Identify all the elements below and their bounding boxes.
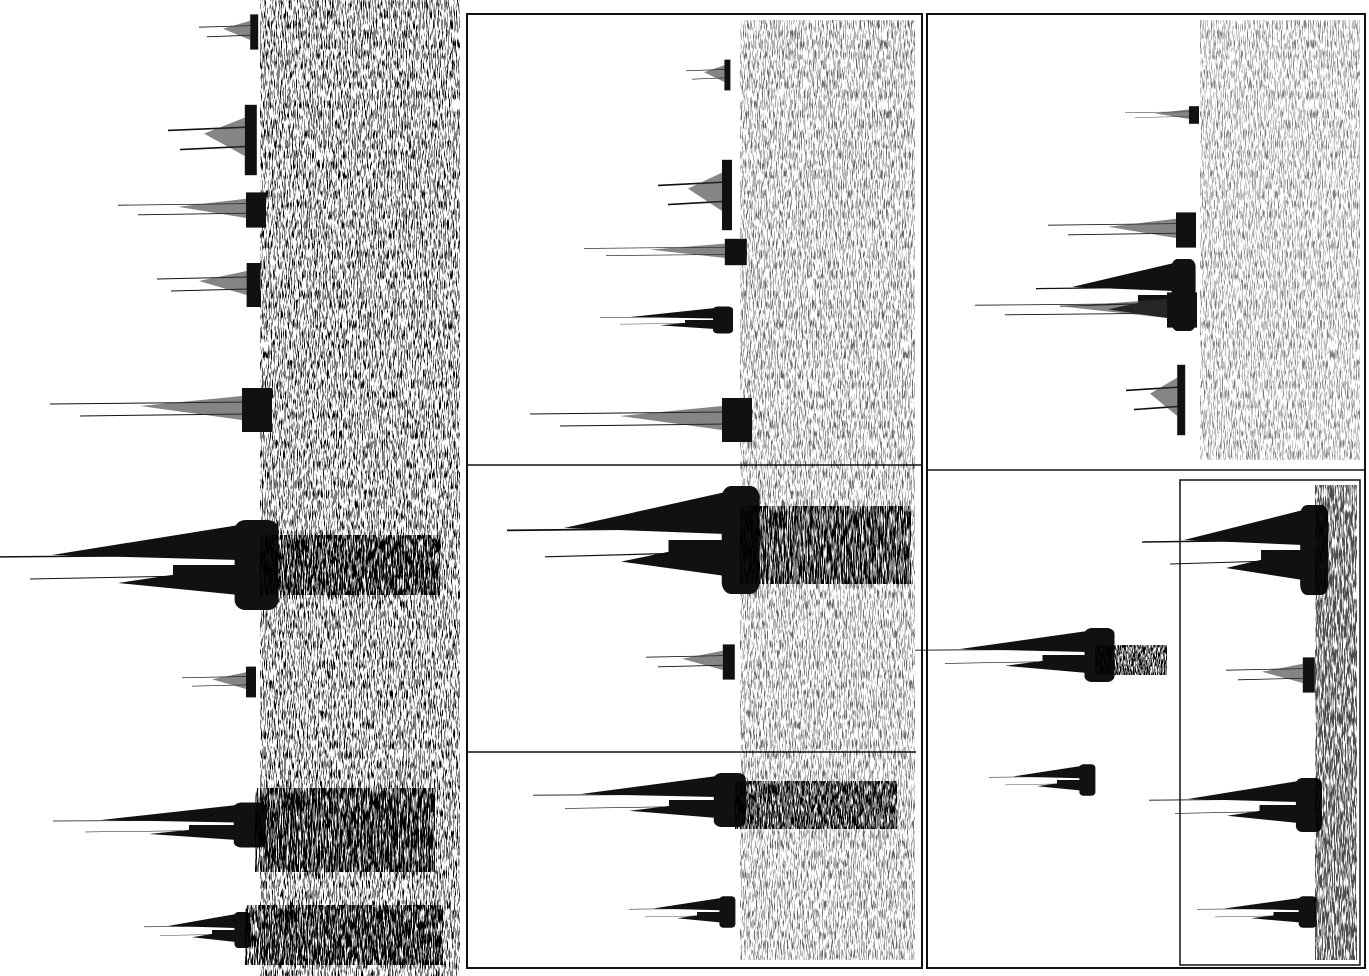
ship (506, 485, 761, 595)
ship (599, 306, 734, 334)
water-texture (1315, 485, 1357, 960)
ship (117, 191, 267, 229)
ship (48, 386, 274, 434)
right-panel (914, 13, 1366, 969)
ship (1225, 656, 1316, 694)
ship (685, 59, 731, 91)
ship (628, 895, 736, 929)
reflection (245, 905, 443, 965)
ship (532, 772, 747, 828)
ship (52, 801, 267, 849)
ship (645, 643, 736, 681)
ship (167, 104, 258, 176)
ship (657, 159, 733, 231)
middle-panel (466, 13, 923, 969)
ship (528, 396, 754, 444)
ship (198, 13, 259, 50)
ship (181, 666, 257, 698)
inset-frame (1179, 479, 1361, 966)
ship (1124, 105, 1200, 125)
ship (0, 519, 280, 611)
ship (1125, 363, 1186, 437)
reflection (735, 781, 897, 829)
panel-frame (926, 13, 1366, 969)
ship (1141, 504, 1329, 596)
ship (988, 763, 1096, 797)
panel-frame (466, 13, 923, 969)
reflection (255, 788, 435, 872)
ship (143, 911, 251, 949)
left-panel (0, 0, 460, 976)
ship (914, 627, 1116, 683)
ship (582, 237, 748, 267)
ship (156, 262, 262, 308)
reflection (260, 535, 440, 595)
reflection (740, 506, 911, 584)
ship (1148, 777, 1323, 833)
water-texture (1200, 20, 1360, 460)
ship (1196, 895, 1318, 929)
ship (1047, 211, 1197, 249)
reflection (1095, 645, 1167, 675)
